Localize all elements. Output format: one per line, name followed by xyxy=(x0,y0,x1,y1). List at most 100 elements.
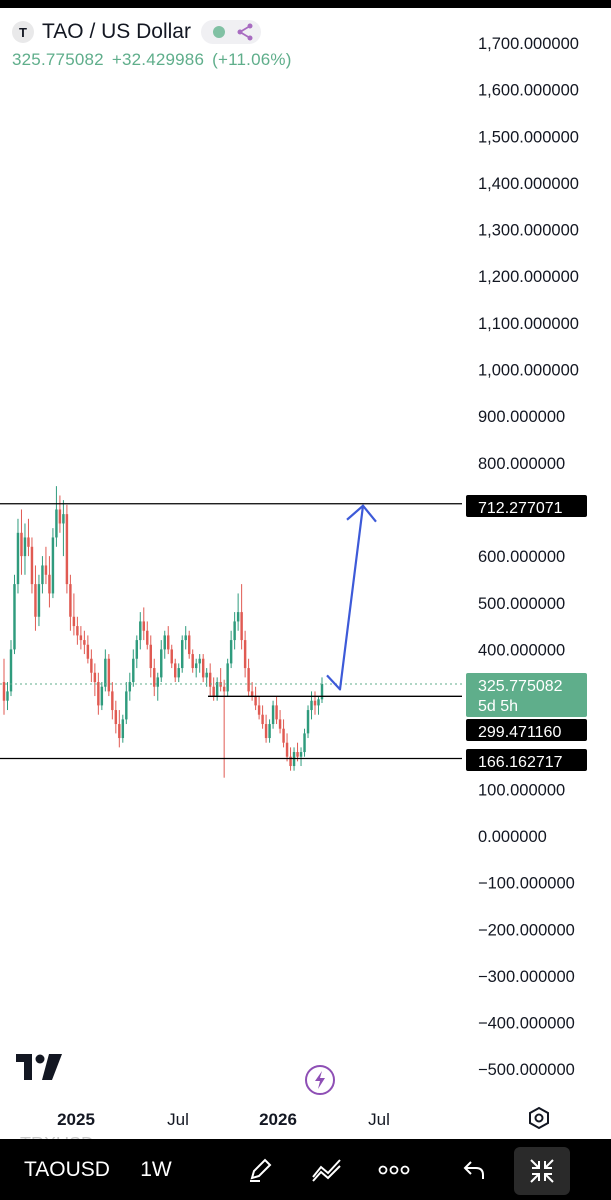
tradingview-logo-icon[interactable] xyxy=(16,1054,62,1080)
candle-body[interactable] xyxy=(226,663,229,692)
candle-body[interactable] xyxy=(153,668,156,687)
candle-body[interactable] xyxy=(34,584,37,617)
candle-body[interactable] xyxy=(285,742,289,757)
candle-body[interactable] xyxy=(62,514,65,524)
candle-body[interactable] xyxy=(205,672,208,678)
candle-body[interactable] xyxy=(317,699,320,706)
undo-button[interactable] xyxy=(452,1139,496,1200)
candle-body[interactable] xyxy=(114,710,118,725)
candle-body[interactable] xyxy=(132,658,135,683)
candle-body[interactable] xyxy=(55,509,58,538)
candle-body[interactable] xyxy=(271,705,275,725)
candle-body[interactable] xyxy=(296,752,299,757)
candle-body[interactable] xyxy=(30,546,34,585)
candle-body[interactable] xyxy=(208,672,212,687)
interval-button[interactable]: 1W xyxy=(128,1139,184,1200)
candle-body[interactable] xyxy=(97,682,100,706)
candle-body[interactable] xyxy=(37,584,41,617)
candle-body[interactable] xyxy=(9,649,13,692)
candle-body[interactable] xyxy=(72,616,76,627)
candle-body[interactable] xyxy=(83,640,86,645)
candle-body[interactable] xyxy=(121,719,125,739)
candle-body[interactable] xyxy=(177,668,180,678)
candle-body[interactable] xyxy=(257,705,261,715)
candle-body[interactable] xyxy=(149,644,152,669)
candle-body[interactable] xyxy=(2,682,6,701)
candle-body[interactable] xyxy=(243,640,247,669)
candle-body[interactable] xyxy=(180,640,184,669)
candle-body[interactable] xyxy=(198,658,201,664)
candle-body[interactable] xyxy=(212,686,215,697)
candle-body[interactable] xyxy=(104,658,107,687)
candle-body[interactable] xyxy=(118,724,121,739)
candle-body[interactable] xyxy=(275,705,278,720)
settings-hexagon-icon[interactable] xyxy=(527,1106,551,1130)
candle-body[interactable] xyxy=(170,649,173,664)
candle-body[interactable] xyxy=(135,640,139,659)
candle-body[interactable] xyxy=(303,733,306,753)
candle-body[interactable] xyxy=(282,728,285,743)
share-icon[interactable] xyxy=(235,22,255,42)
candle-body[interactable] xyxy=(163,635,166,650)
candle-body[interactable] xyxy=(58,509,62,524)
candle-body[interactable] xyxy=(160,649,163,678)
candle-body[interactable] xyxy=(184,635,187,641)
candle-body[interactable] xyxy=(268,724,271,739)
candle-body[interactable] xyxy=(139,621,142,641)
candle-body[interactable] xyxy=(69,584,72,617)
flash-icon[interactable] xyxy=(304,1064,336,1096)
candle-body[interactable] xyxy=(23,537,27,557)
fullscreen-exit-button[interactable] xyxy=(514,1147,570,1195)
candle-body[interactable] xyxy=(20,532,23,557)
breakout-price-tag[interactable] xyxy=(466,719,587,741)
support-price-tag[interactable] xyxy=(466,749,587,771)
candle-body[interactable] xyxy=(100,686,104,706)
candle-body[interactable] xyxy=(93,672,97,683)
candle-body[interactable] xyxy=(146,630,149,645)
indicators-button[interactable] xyxy=(304,1139,350,1200)
candle-body[interactable] xyxy=(156,677,159,687)
last-price-tag[interactable] xyxy=(466,673,587,717)
candle-body[interactable] xyxy=(90,658,93,673)
candle-body[interactable] xyxy=(167,635,170,650)
candle-body[interactable] xyxy=(191,654,194,669)
legend-status-pill[interactable] xyxy=(200,20,261,44)
price-chart[interactable]: 1,700.000000 1,600.000000 1,500.000000 1,40… xyxy=(0,0,611,1139)
candle-body[interactable] xyxy=(215,682,219,697)
candle-body[interactable] xyxy=(79,635,83,641)
candle-body[interactable] xyxy=(261,714,264,725)
candle-body[interactable] xyxy=(313,700,317,706)
candle-body[interactable] xyxy=(86,644,90,659)
forecast-arrow[interactable] xyxy=(326,505,365,691)
candle-body[interactable] xyxy=(201,658,205,678)
candle-body[interactable] xyxy=(41,565,44,585)
candle-body[interactable] xyxy=(222,686,226,692)
candle-body[interactable] xyxy=(142,621,146,631)
candle-body[interactable] xyxy=(240,612,243,641)
resistance-price-tag[interactable] xyxy=(466,495,587,517)
candle-body[interactable] xyxy=(111,691,114,711)
candle-body[interactable] xyxy=(289,756,292,767)
candle-body[interactable] xyxy=(233,621,236,641)
candle-body[interactable] xyxy=(125,691,128,720)
candle-body[interactable] xyxy=(236,612,240,622)
candle-body[interactable] xyxy=(306,710,310,734)
draw-button[interactable] xyxy=(238,1139,282,1200)
candle-body[interactable] xyxy=(16,532,20,585)
candle-body[interactable] xyxy=(48,574,51,594)
symbol-search-button[interactable]: TAOUSD xyxy=(12,1139,122,1200)
candle-body[interactable] xyxy=(250,691,254,697)
candle-body[interactable] xyxy=(107,658,111,692)
candle-body[interactable] xyxy=(229,640,233,664)
candle-body[interactable] xyxy=(187,635,191,655)
candle-body[interactable] xyxy=(174,663,177,678)
more-button[interactable] xyxy=(372,1139,416,1200)
candle-body[interactable] xyxy=(320,684,324,700)
candle-body[interactable] xyxy=(310,700,313,711)
symbol-title[interactable]: TAO / US Dollar xyxy=(42,20,191,43)
candle-body[interactable] xyxy=(278,719,282,729)
candle-body[interactable] xyxy=(13,584,16,650)
candle-body[interactable] xyxy=(51,537,55,594)
candle-body[interactable] xyxy=(194,663,198,669)
candle-body[interactable] xyxy=(76,626,79,636)
